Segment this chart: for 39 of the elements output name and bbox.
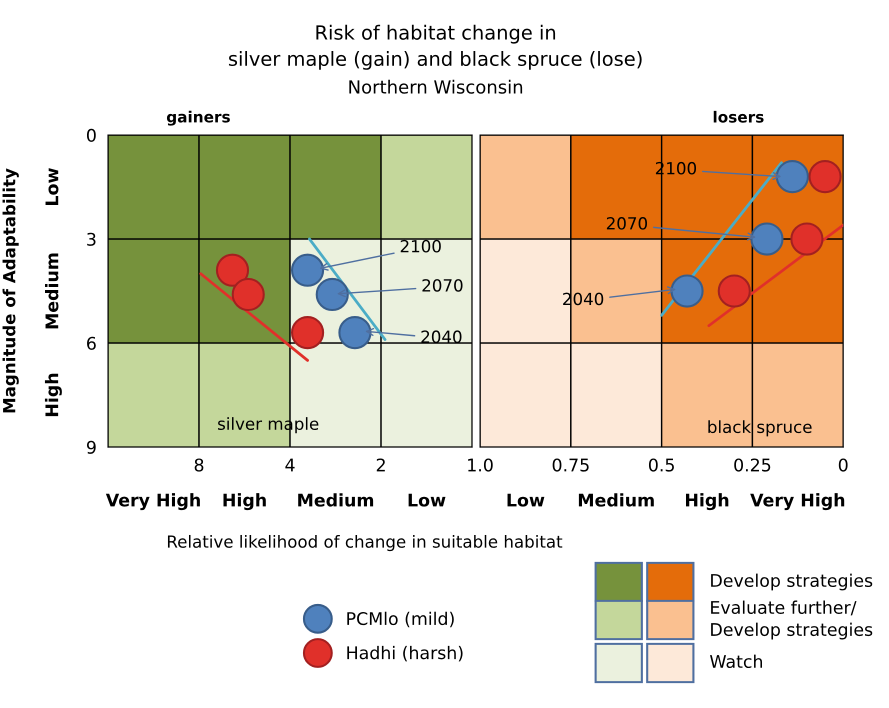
annotation: 2100 (400, 240, 441, 252)
text: Very High (106, 493, 200, 510)
text: Risk of habitat change in silver maple (gain) and black spruce (lose) (228, 24, 642, 70)
text: Low (508, 494, 544, 507)
text: Low (408, 494, 446, 507)
x-tick-label: 0.25 (734, 458, 770, 472)
text: Northern Wisconsin (349, 80, 522, 94)
category-label: Watch (710, 654, 762, 668)
text: Medium (298, 493, 374, 507)
y-tick-label: 3 (87, 232, 96, 246)
x-tick-label: 1.0 (468, 458, 493, 472)
x-tick-label: 0 (838, 458, 848, 472)
category-label: Evaluate further/ Develop strategies (711, 600, 872, 640)
y-axis-title: Magnitude of Adaptability (2, 168, 19, 412)
y-tick-label: 9 (86, 440, 96, 454)
chart-title: gainers (166, 110, 230, 126)
text: High (686, 493, 728, 510)
legend-label: Hadhi (harsh) (347, 646, 463, 662)
y-tick-label: 0 (87, 128, 96, 142)
annotation: 2040 (421, 330, 462, 344)
legend-label: PCMlo (mild) (347, 612, 454, 628)
text: High (223, 493, 266, 510)
chart-title: losers (714, 110, 764, 123)
text: Medium (578, 493, 654, 507)
y-tick-label: 6 (87, 336, 96, 350)
annotation: 2070 (606, 217, 647, 230)
x-tick-label: 0.5 (648, 458, 674, 472)
text: Relative likelihood of change in suitable habitat (168, 534, 562, 552)
text: Medium (45, 253, 58, 328)
x-tick-label: 8 (194, 458, 204, 472)
text: High (44, 374, 62, 416)
text: Low (46, 168, 58, 205)
category-label: Develop strategies (711, 574, 872, 590)
annotation: black spruce (708, 420, 812, 436)
annotation: 2070 (422, 279, 463, 292)
x-tick-label: 2 (376, 458, 385, 472)
text: Very High (750, 493, 844, 510)
x-tick-label: 4 (285, 458, 295, 472)
x-tick-label: 0.75 (552, 458, 589, 472)
